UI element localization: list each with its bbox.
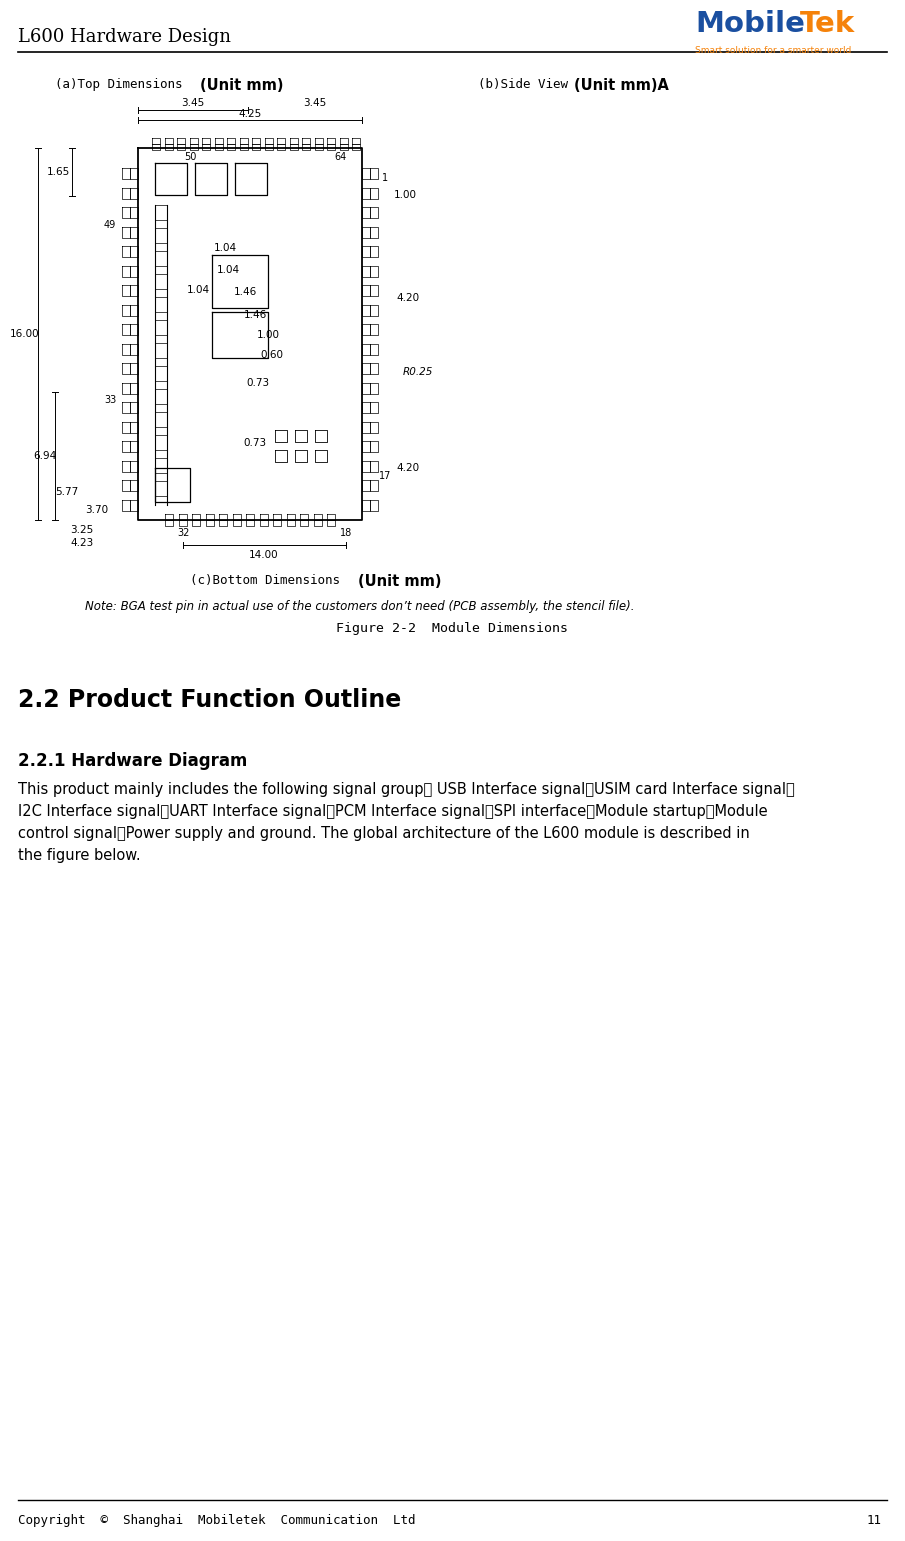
Text: This product mainly includes the following signal group： USB Interface signal、US: This product mainly includes the followi… — [18, 781, 795, 797]
Text: 3.70: 3.70 — [85, 505, 109, 515]
Text: Mobile: Mobile — [695, 9, 805, 39]
Text: 4.23: 4.23 — [71, 538, 93, 549]
Text: 0.60: 0.60 — [261, 350, 283, 361]
Text: 0.73: 0.73 — [243, 438, 267, 448]
Text: 2.2.1 Hardware Diagram: 2.2.1 Hardware Diagram — [18, 752, 247, 770]
Text: 3.45: 3.45 — [181, 99, 205, 108]
Text: 3.25: 3.25 — [71, 525, 93, 535]
Text: 1.04: 1.04 — [187, 285, 210, 294]
Text: 11: 11 — [867, 1513, 882, 1527]
Text: 17: 17 — [379, 472, 391, 481]
Text: L600 Hardware Design: L600 Hardware Design — [18, 28, 231, 46]
Text: R0.25: R0.25 — [403, 367, 433, 378]
Text: Smart solution for a smarter world: Smart solution for a smarter world — [695, 46, 852, 55]
Text: 0.73: 0.73 — [246, 378, 270, 388]
Text: 4.20: 4.20 — [396, 462, 420, 473]
Text: 33: 33 — [104, 394, 116, 405]
Text: 1.00: 1.00 — [256, 330, 280, 341]
Text: 1.46: 1.46 — [243, 310, 267, 321]
Text: 1.65: 1.65 — [46, 166, 70, 177]
Text: 1.04: 1.04 — [216, 265, 240, 274]
Text: 18: 18 — [340, 529, 352, 538]
Text: Figure 2-2  Module Dimensions: Figure 2-2 Module Dimensions — [336, 623, 568, 635]
Text: 32: 32 — [176, 529, 189, 538]
Text: 64: 64 — [334, 153, 346, 162]
Text: (Unit mm): (Unit mm) — [200, 79, 283, 92]
Text: (c)Bottom Dimensions: (c)Bottom Dimensions — [190, 573, 348, 587]
Text: 1.00: 1.00 — [394, 190, 416, 200]
Text: 4.20: 4.20 — [396, 293, 420, 304]
Text: 5.77: 5.77 — [55, 487, 79, 498]
Text: 16.00: 16.00 — [10, 328, 40, 339]
Text: control signal、Power supply and ground. The global architecture of the L600 modu: control signal、Power supply and ground. … — [18, 826, 749, 841]
Text: Note: BGA test pin in actual use of the customers don’t need (PCB assembly, the : Note: BGA test pin in actual use of the … — [85, 599, 634, 613]
Text: Copyright  ©  Shanghai  Mobiletek  Communication  Ltd: Copyright © Shanghai Mobiletek Communica… — [18, 1513, 415, 1527]
Text: 1.04: 1.04 — [214, 243, 236, 253]
Text: 14.00: 14.00 — [249, 550, 279, 559]
Text: (Unit mm)A: (Unit mm)A — [574, 79, 669, 92]
Text: 1: 1 — [382, 173, 388, 183]
Text: 3.45: 3.45 — [303, 99, 327, 108]
Text: 50: 50 — [184, 153, 196, 162]
Text: I2C Interface signal、UART Interface signal、PCM Interface signal、SPI interface、Mo: I2C Interface signal、UART Interface sign… — [18, 804, 767, 818]
Text: 1.46: 1.46 — [233, 287, 257, 297]
Text: 4.25: 4.25 — [238, 109, 262, 119]
Text: the figure below.: the figure below. — [18, 848, 140, 863]
Text: Tek: Tek — [800, 9, 855, 39]
Text: (a)Top Dimensions: (a)Top Dimensions — [55, 79, 190, 91]
Text: (Unit mm): (Unit mm) — [358, 573, 442, 589]
Text: (b)Side View: (b)Side View — [478, 79, 576, 91]
Text: 49: 49 — [104, 220, 116, 230]
Text: 2.2 Product Function Outline: 2.2 Product Function Outline — [18, 687, 401, 712]
Text: 6.94: 6.94 — [33, 452, 57, 461]
